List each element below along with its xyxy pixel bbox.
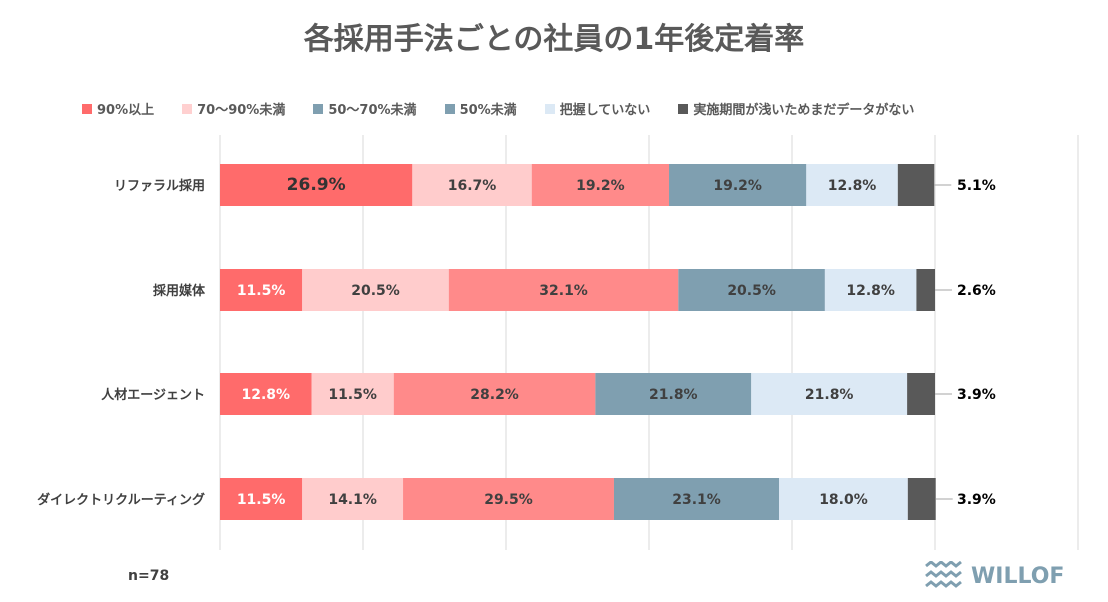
bar-segment [678,269,825,311]
legend: 90%以上 70～90%未満 50～70%未満 50%未満 把握していない 実施期間が浅い… [82,99,942,118]
bar-segment [824,269,917,311]
legend-item: 70～90%未満 [182,99,285,118]
bar-segment [403,478,614,520]
wave-icon [925,561,962,588]
data-label: 11.5% [237,492,286,508]
data-label: 18.0% [819,492,868,508]
bar-segment [907,478,936,520]
legend-item: 90%以上 [82,99,154,118]
bar-segment [448,269,679,311]
category-label: 採用媒体 [153,283,206,299]
willof-logo: WILLOF [925,561,1064,591]
data-label: 20.5% [351,283,400,299]
legend-label: 90%以上 [97,103,155,118]
data-label: 28.2% [470,387,519,403]
bar-segment [220,373,312,415]
bar-segment [907,373,935,415]
legend-item: 実施期間が浅いためまだデータがない [678,99,914,118]
legend-swatch [444,103,455,114]
bar-segment [393,373,596,415]
data-label: 12.8% [241,387,290,403]
data-label: 19.2% [713,178,762,194]
data-label: 12.8% [846,283,895,299]
logo-text: WILLOF [971,563,1065,589]
bar-segment [302,478,404,520]
category-label: 人材エージェント [101,387,205,403]
bar-segment [779,478,908,520]
bar-segment [751,373,908,415]
bar-segment [669,164,807,206]
chart-plot: リファラル採用 26.9% 16.7% 19.2% 19.2% 12.8% 5.1% 採用媒体… [37,135,1079,550]
category-label: リファラル採用 [114,178,205,194]
bar-segment [412,164,532,206]
legend-swatch [82,103,92,114]
data-label: 11.5% [237,283,286,299]
legend-label: 実施期間が浅いためまだデータがない [693,103,915,118]
legend-label: 把握していない [559,103,651,118]
data-label: 32.1% [539,283,588,299]
data-label: 11.5% [328,387,377,403]
data-label: 12.8% [828,178,877,194]
bar-segment [595,373,752,415]
legend-swatch [544,103,555,114]
data-label: 2.6% [957,283,996,299]
bar-segment [220,269,303,311]
legend-item: 50～70%未満 [313,99,417,118]
bar-segment [531,164,670,206]
chart-title: 各採用手法ごとの社員の1年後定着率 [303,22,805,57]
data-label: 21.8% [805,387,854,403]
bar-segment [220,478,303,520]
legend-item: 50%未満 [444,99,517,118]
data-label: 3.9% [957,492,996,508]
data-label: 16.7% [448,178,497,194]
legend-swatch [313,103,324,114]
data-label: 14.1% [328,492,377,508]
legend-label: 50～70%未満 [328,103,417,118]
legend-label: 50%未満 [459,103,517,118]
data-label: 21.8% [649,387,698,403]
data-label: 20.5% [727,283,776,299]
legend-swatch [678,103,689,114]
data-label: 23.1% [672,492,721,508]
data-label: 26.9% [287,175,346,195]
data-label: 19.2% [576,178,625,194]
bar-segment [302,269,449,311]
category-label: ダイレクトリクルーティング [37,492,205,508]
sample-size: n=78 [128,568,170,584]
data-label: 5.1% [957,178,996,194]
data-label: 29.5% [484,492,533,508]
legend-label: 70～90%未満 [197,103,286,118]
bar-segment [220,164,413,206]
bar-segment [897,164,935,206]
legend-item: 把握していない [544,99,651,118]
bar-segment [311,373,394,415]
data-label: 3.9% [957,387,996,403]
bar-segment [806,164,898,206]
bar-segment [613,478,780,520]
legend-swatch [182,103,193,114]
bar-segment [916,269,935,311]
